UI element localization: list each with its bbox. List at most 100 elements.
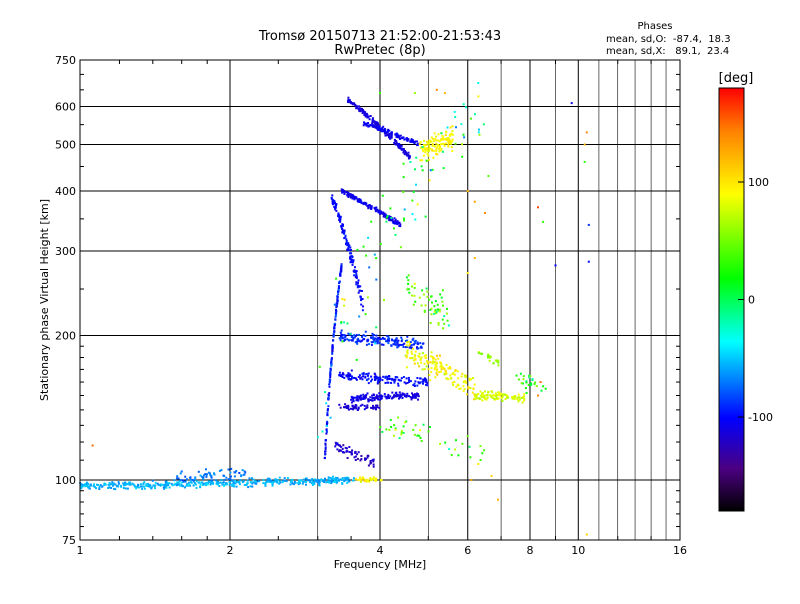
data-point [354, 334, 357, 337]
data-point [442, 136, 444, 139]
data-point [355, 281, 358, 284]
data-point [411, 213, 414, 216]
data-point [98, 488, 101, 490]
data-point [297, 481, 300, 484]
data-point [423, 139, 425, 142]
data-point [413, 92, 416, 95]
data-point [318, 479, 321, 482]
data-point [339, 273, 342, 276]
data-point [364, 114, 367, 117]
data-point [202, 476, 205, 479]
data-point [254, 481, 257, 484]
data-point [323, 481, 326, 483]
data-point [412, 337, 415, 340]
data-point [466, 190, 469, 192]
data-point [405, 151, 407, 154]
data-point [428, 374, 431, 376]
data-point [330, 359, 333, 361]
data-point [396, 345, 399, 348]
data-point [393, 434, 395, 437]
data-point [332, 203, 334, 206]
data-point [539, 381, 542, 384]
data-point [421, 380, 424, 383]
data-point [412, 303, 415, 306]
data-point [403, 152, 406, 155]
data-point [428, 145, 431, 148]
data-point [350, 451, 353, 454]
data-point [87, 483, 90, 486]
data-point [460, 123, 463, 126]
y-tick-label: 200 [55, 330, 76, 343]
data-point [368, 204, 371, 207]
data-point [435, 152, 437, 155]
data-point [362, 393, 365, 396]
data-point [400, 144, 403, 147]
data-point [402, 148, 405, 150]
data-point [392, 378, 395, 381]
data-point [437, 133, 440, 136]
data-point [176, 475, 179, 478]
data-point [391, 338, 393, 341]
data-point [585, 533, 588, 536]
data-point [370, 380, 372, 383]
data-point [366, 379, 369, 382]
data-point [345, 374, 348, 377]
data-point [326, 480, 329, 483]
data-point [414, 396, 417, 399]
data-point [405, 344, 408, 347]
data-point [367, 125, 370, 128]
data-point [441, 300, 444, 303]
data-point [394, 427, 397, 430]
data-point [355, 107, 358, 110]
data-point [419, 141, 422, 144]
data-point [410, 346, 413, 349]
data-point [380, 394, 383, 397]
data-point [366, 479, 369, 482]
data-point [91, 444, 94, 447]
data-point [143, 485, 145, 488]
data-point [357, 291, 360, 294]
data-point [309, 481, 312, 484]
data-point [434, 363, 437, 366]
data-point [422, 150, 425, 152]
data-point [350, 255, 353, 258]
data-point [140, 485, 142, 488]
data-point [440, 296, 443, 299]
data-point [217, 482, 220, 484]
data-point [427, 430, 430, 433]
data-point [413, 294, 416, 297]
data-point [351, 195, 354, 198]
data-point [372, 396, 375, 399]
data-point [378, 126, 381, 129]
data-point [406, 349, 409, 352]
data-point [101, 485, 103, 488]
data-point [324, 450, 327, 453]
data-point [358, 333, 361, 336]
data-point [375, 408, 377, 411]
data-point [528, 376, 531, 379]
data-point [376, 404, 379, 407]
data-point [382, 343, 385, 346]
data-point [227, 468, 230, 471]
data-point [345, 190, 348, 193]
data-point [203, 474, 205, 477]
data-point [340, 478, 342, 481]
data-point [452, 371, 455, 374]
data-point [150, 486, 153, 489]
data-point [444, 441, 447, 444]
data-point [262, 482, 265, 485]
data-point [160, 483, 163, 486]
data-point [447, 378, 450, 381]
data-point [389, 137, 392, 140]
data-point [390, 217, 393, 219]
data-point [433, 140, 436, 143]
data-point [366, 339, 369, 342]
data-point [494, 392, 497, 395]
data-point [337, 285, 340, 288]
data-point [437, 322, 440, 324]
data-point [351, 375, 353, 378]
data-point [435, 150, 438, 153]
data-point [215, 481, 218, 484]
data-point [360, 298, 363, 300]
data-point [368, 343, 370, 346]
